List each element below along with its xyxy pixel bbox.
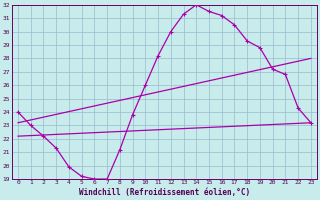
X-axis label: Windchill (Refroidissement éolien,°C): Windchill (Refroidissement éolien,°C) — [79, 188, 250, 197]
